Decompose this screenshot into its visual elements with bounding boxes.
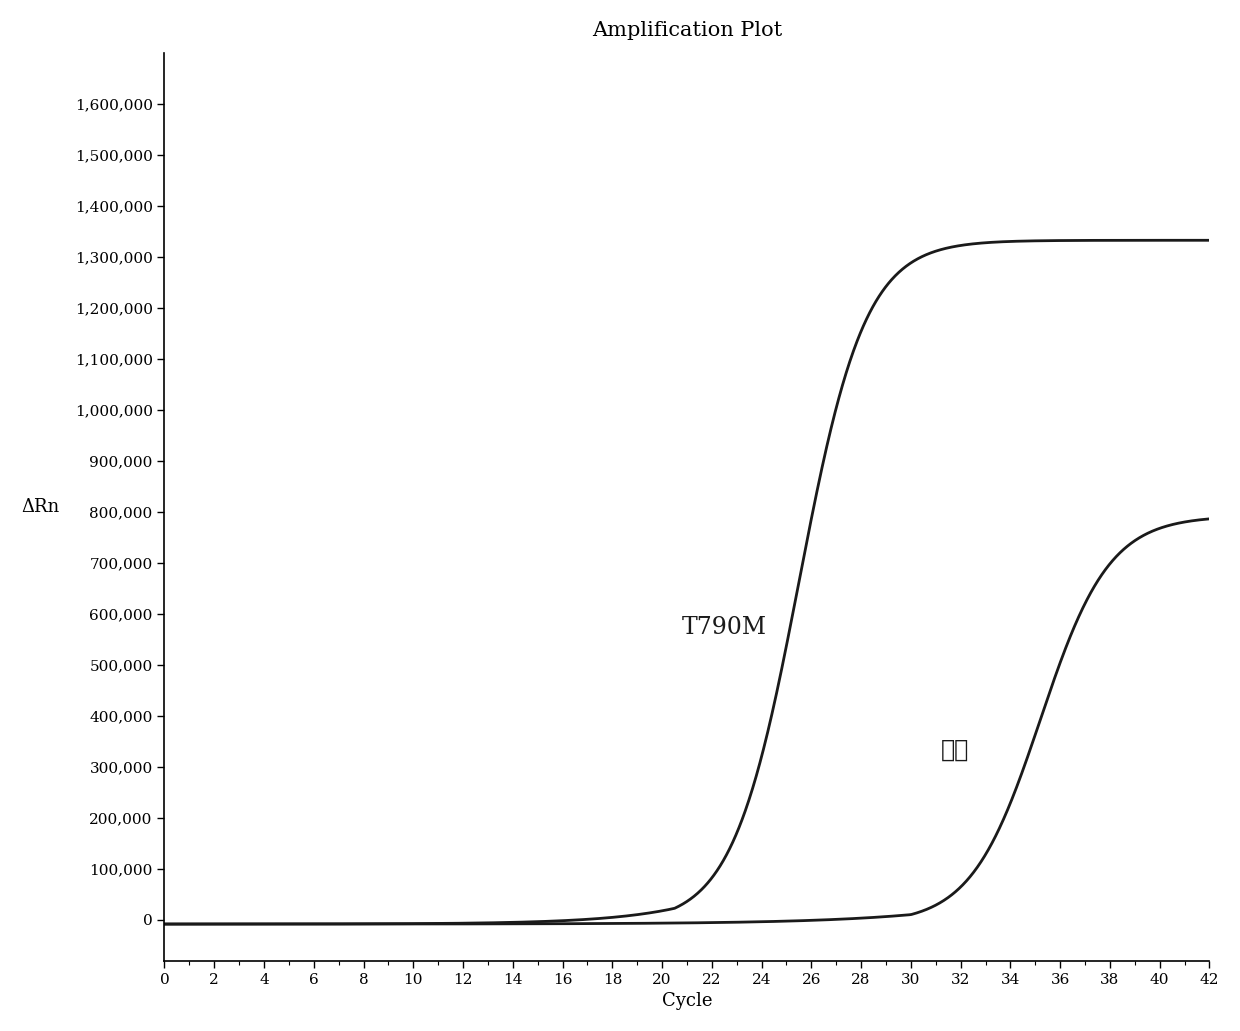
Title: Amplification Plot: Amplification Plot xyxy=(591,21,782,40)
X-axis label: Cycle: Cycle xyxy=(662,992,712,1010)
Text: T790M: T790M xyxy=(682,617,768,639)
Text: 内标: 内标 xyxy=(941,738,968,762)
Y-axis label: ΔRn: ΔRn xyxy=(21,498,60,516)
